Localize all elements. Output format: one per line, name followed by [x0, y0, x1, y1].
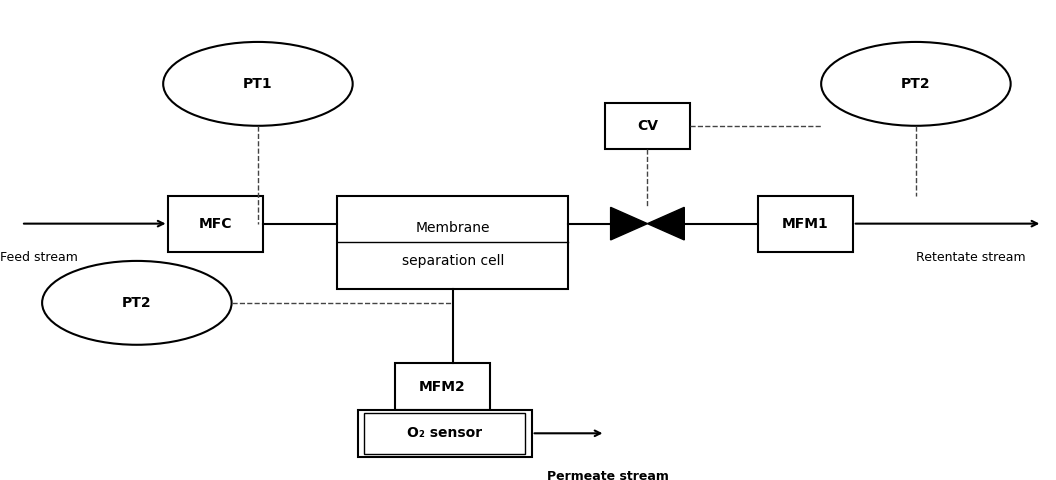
Polygon shape	[647, 207, 684, 240]
Text: separation cell: separation cell	[401, 254, 504, 268]
Text: PT1: PT1	[243, 77, 272, 91]
Text: PT2: PT2	[901, 77, 930, 91]
FancyBboxPatch shape	[758, 196, 853, 252]
Text: MFM1: MFM1	[782, 216, 829, 230]
FancyBboxPatch shape	[395, 363, 490, 410]
Circle shape	[164, 42, 353, 126]
FancyBboxPatch shape	[169, 196, 263, 252]
Text: Membrane: Membrane	[415, 221, 490, 235]
Text: Permeate stream: Permeate stream	[547, 470, 670, 480]
Text: CV: CV	[637, 119, 658, 133]
Text: Feed stream: Feed stream	[0, 251, 78, 264]
Text: O₂ sensor: O₂ sensor	[408, 426, 483, 440]
Circle shape	[822, 42, 1011, 126]
Polygon shape	[610, 207, 647, 240]
Text: MFC: MFC	[200, 216, 232, 230]
FancyBboxPatch shape	[358, 410, 531, 456]
Text: PT2: PT2	[122, 296, 152, 310]
FancyBboxPatch shape	[605, 103, 690, 149]
Circle shape	[42, 261, 231, 345]
Text: Retentate stream: Retentate stream	[916, 251, 1025, 264]
Text: MFM2: MFM2	[419, 380, 466, 394]
FancyBboxPatch shape	[337, 196, 568, 289]
